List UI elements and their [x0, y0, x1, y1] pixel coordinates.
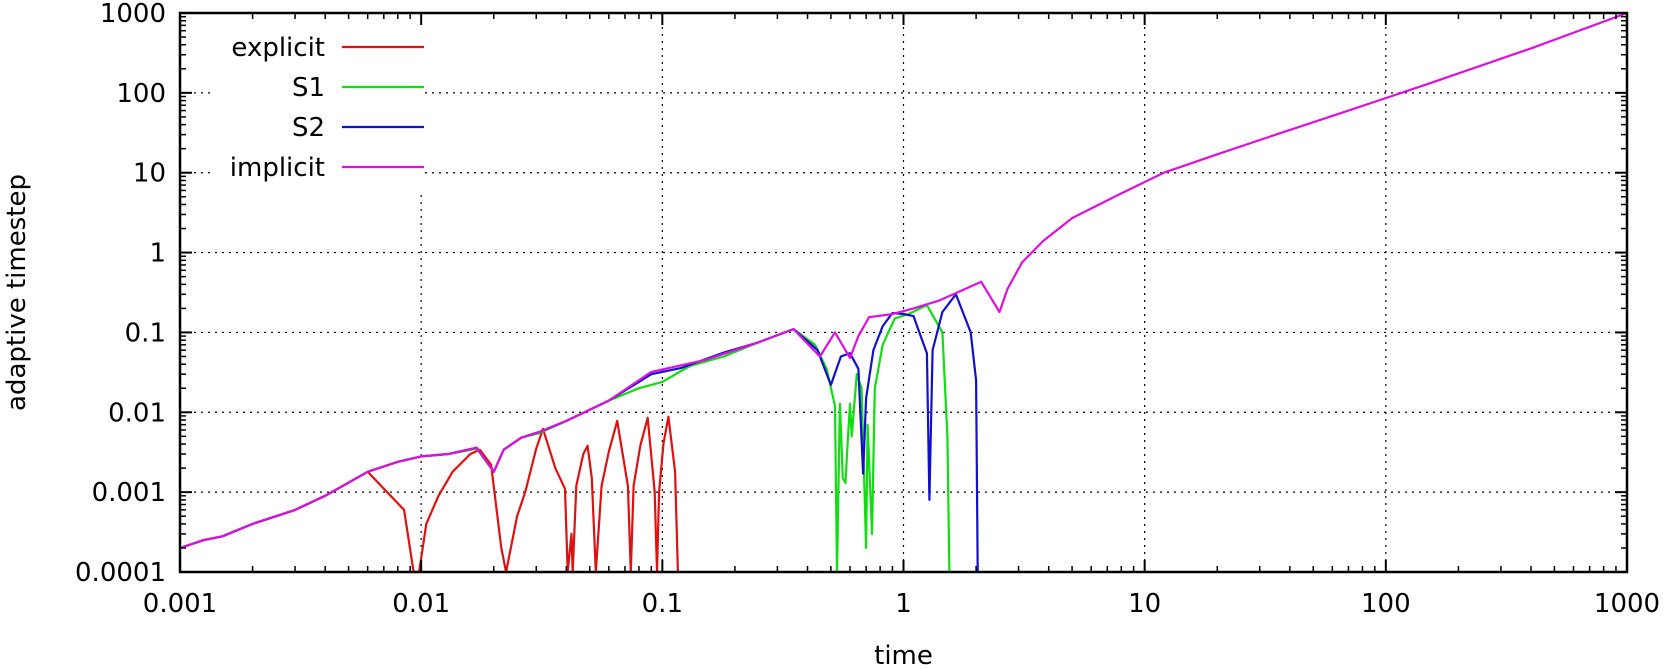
x-axis-label: time: [874, 641, 933, 669]
legend-label-s2: S2: [292, 113, 325, 143]
y-axis-label: adaptive timestep: [2, 174, 32, 411]
x-tick-label: 0.1: [642, 589, 683, 619]
data-series: [179, 11, 1628, 574]
y-tick-label: 0.01: [108, 398, 166, 428]
x-tick-label: 1000: [1594, 589, 1660, 619]
y-tick-label: 0.0001: [75, 558, 166, 588]
legend-label-s1: S1: [292, 73, 325, 103]
grid: [180, 13, 1627, 572]
legend-label-explicit: explicit: [231, 33, 325, 63]
x-tick-label: 1: [895, 589, 912, 619]
y-tick-label: 10: [133, 159, 166, 189]
series-line-explicit: [179, 415, 679, 574]
x-tick-label: 0.001: [143, 589, 217, 619]
x-tick-label: 100: [1361, 589, 1411, 619]
legend: explicit S1 S2 implicit: [230, 33, 424, 183]
y-tick-label: 0.001: [92, 478, 166, 508]
legend-label-implicit: implicit: [230, 153, 325, 183]
legend-background: [212, 22, 424, 194]
y-tick-label: 100: [116, 79, 166, 109]
series-line-implicit: [179, 11, 1628, 550]
x-tick-label: 10: [1128, 589, 1161, 619]
axis-ticks: 0.001 0.01 0.1 1 10 100 10000.00010.0010.010.1…: [75, 0, 1660, 619]
y-tick-label: 0.1: [125, 318, 166, 348]
x-tick-label: 0.01: [392, 589, 450, 619]
y-tick-label: 1000: [100, 0, 166, 29]
y-tick-label: 1: [149, 239, 166, 269]
